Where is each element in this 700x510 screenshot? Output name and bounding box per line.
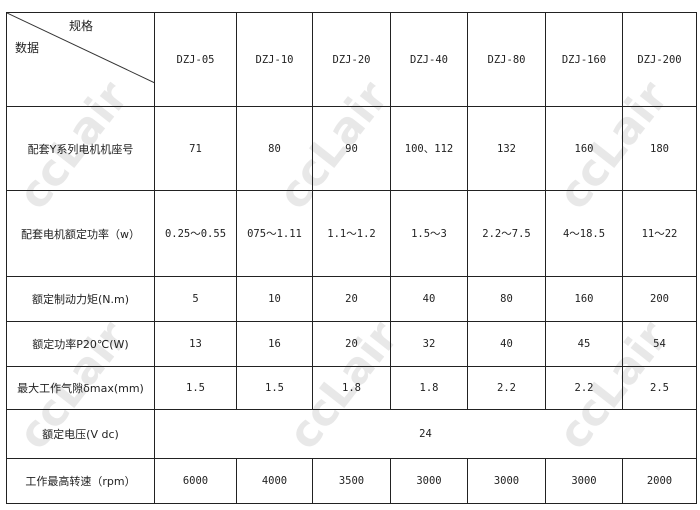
cell: 2.2～7.5	[467, 190, 546, 277]
cell: 100、112	[390, 106, 468, 191]
cell: 45	[545, 321, 623, 367]
cell: 3000	[467, 458, 546, 504]
cell: 13	[154, 321, 237, 367]
cell: 90	[312, 106, 391, 191]
cell: 11～22	[622, 190, 697, 277]
corner-cell: 规格 数据	[6, 12, 155, 107]
cell: 1.5	[236, 366, 313, 410]
cell: 20	[312, 321, 391, 367]
table-row: 额定功率P20℃(W) 13 16 20 32 40 45 54	[6, 321, 697, 367]
cell: 20	[312, 276, 391, 322]
cell: 80	[467, 276, 546, 322]
spec-table: 规格 数据 DZJ-05 DZJ-10 DZJ-20 DZJ-40 DZJ-80…	[6, 12, 697, 504]
cell: 4000	[236, 458, 313, 504]
cell: 71	[154, 106, 237, 191]
cell: 40	[467, 321, 546, 367]
cell: 4～18.5	[545, 190, 623, 277]
cell: 1.8	[312, 366, 391, 410]
row-label: 配套Y系列电机机座号	[6, 106, 155, 191]
cell: 3500	[312, 458, 391, 504]
table-row: 最大工作气隙δmax(mm) 1.5 1.5 1.8 1.8 2.2 2.2 2…	[6, 366, 697, 410]
cell: 160	[545, 106, 623, 191]
row-label: 最大工作气隙δmax(mm)	[6, 366, 155, 410]
table-row: 工作最高转速（rpm） 6000 4000 3500 3000 3000 300…	[6, 458, 697, 504]
row-label: 额定功率P20℃(W)	[6, 321, 155, 367]
merged-cell: 24	[154, 409, 697, 459]
corner-spec-label: 规格	[69, 19, 94, 33]
table-row: 额定制动力矩(N.m) 5 10 20 40 80 160 200	[6, 276, 697, 322]
cell: 160	[545, 276, 623, 322]
cell: 54	[622, 321, 697, 367]
model-header: DZJ-200	[622, 12, 697, 107]
table-row: 额定电压(V dc) 24	[6, 409, 697, 459]
model-header: DZJ-20	[312, 12, 391, 107]
cell: 32	[390, 321, 468, 367]
model-header: DZJ-80	[467, 12, 546, 107]
cell: 40	[390, 276, 468, 322]
corner-data-label: 数据	[15, 41, 40, 55]
table-row: 配套电机额定功率（w） 0.25～0.55 075～1.11 1.1～1.2 1…	[6, 190, 697, 277]
cell: 1.5～3	[390, 190, 468, 277]
cell: 10	[236, 276, 313, 322]
cell: 2.2	[467, 366, 546, 410]
table-row: 配套Y系列电机机座号 71 80 90 100、112 132 160 180	[6, 106, 697, 191]
cell: 5	[154, 276, 237, 322]
cell: 0.25～0.55	[154, 190, 237, 277]
cell: 2000	[622, 458, 697, 504]
row-label: 额定制动力矩(N.m)	[6, 276, 155, 322]
cell: 132	[467, 106, 546, 191]
cell: 16	[236, 321, 313, 367]
cell: 2.5	[622, 366, 697, 410]
cell: 1.8	[390, 366, 468, 410]
diagonal-line	[7, 13, 154, 83]
model-header: DZJ-40	[390, 12, 468, 107]
cell: 1.5	[154, 366, 237, 410]
cell: 1.1～1.2	[312, 190, 391, 277]
model-header: DZJ-160	[545, 12, 623, 107]
model-header: DZJ-10	[236, 12, 313, 107]
cell: 80	[236, 106, 313, 191]
row-label: 额定电压(V dc)	[6, 409, 155, 459]
model-header: DZJ-05	[154, 12, 237, 107]
header-row: 规格 数据 DZJ-05 DZJ-10 DZJ-20 DZJ-40 DZJ-80…	[6, 12, 697, 107]
cell: 200	[622, 276, 697, 322]
cell: 6000	[154, 458, 237, 504]
cell: 3000	[390, 458, 468, 504]
row-label: 工作最高转速（rpm）	[6, 458, 155, 504]
cell: 2.2	[545, 366, 623, 410]
cell: 075～1.11	[236, 190, 313, 277]
cell: 180	[622, 106, 697, 191]
row-label: 配套电机额定功率（w）	[6, 190, 155, 277]
cell: 3000	[545, 458, 623, 504]
